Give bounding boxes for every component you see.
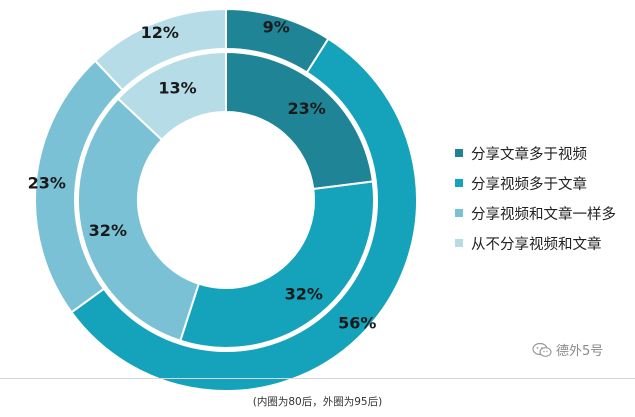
legend: 分享文章多于视频 分享视频多于文章 分享视频和文章一样多 从不分享视频和文章 <box>455 138 635 258</box>
legend-swatch <box>455 179 463 187</box>
legend-swatch <box>455 209 463 217</box>
inner-ring-slice <box>116 50 227 142</box>
outer-ring-value-label: 9% <box>263 18 290 37</box>
legend-swatch <box>455 149 463 157</box>
outer-ring-value-label: 56% <box>338 314 376 333</box>
divider <box>0 378 635 379</box>
inner-ring-slice <box>77 97 201 343</box>
watermark-text: 德外5号 <box>556 344 604 359</box>
watermark: 德外5号 <box>532 340 603 359</box>
legend-item: 分享视频和文章一样多 <box>455 198 635 228</box>
inner-ring-value-label: 13% <box>158 79 196 98</box>
wechat-icon <box>532 342 552 357</box>
legend-item: 从不分享视频和文章 <box>455 228 635 258</box>
outer-ring-value-label: 23% <box>28 174 66 193</box>
legend-label: 从不分享视频和文章 <box>471 236 602 253</box>
legend-swatch <box>455 239 463 247</box>
inner-ring-value-label: 32% <box>89 221 127 240</box>
outer-ring-value-label: 12% <box>141 23 179 42</box>
legend-item: 分享视频多于文章 <box>455 168 635 198</box>
legend-label: 分享视频和文章一样多 <box>471 206 616 223</box>
inner-ring-value-label: 32% <box>285 285 323 304</box>
chart-note: (内圈为80后，外圈为95后) <box>252 396 383 408</box>
inner-ring-slice <box>179 180 375 349</box>
inner-ring-slice <box>225 50 374 191</box>
inner-ring-value-label: 23% <box>288 99 326 118</box>
outer-ring-slice <box>70 37 418 392</box>
outer-ring-slice <box>93 7 227 92</box>
legend-label: 分享文章多于视频 <box>471 146 587 163</box>
legend-label: 分享视频多于文章 <box>471 176 587 193</box>
legend-item: 分享文章多于视频 <box>455 138 635 168</box>
